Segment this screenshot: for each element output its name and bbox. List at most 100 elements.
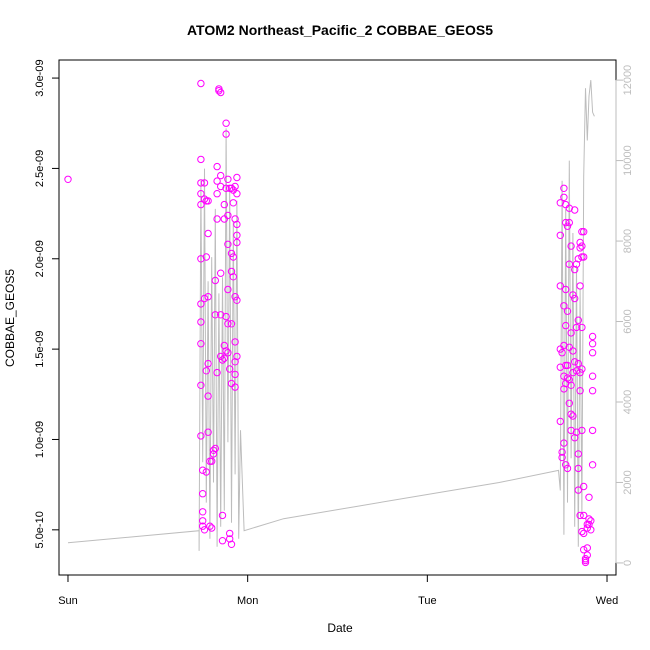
data-point xyxy=(231,293,239,301)
data-point xyxy=(572,428,581,436)
data-point xyxy=(220,341,229,350)
data-point xyxy=(209,450,218,458)
data-point xyxy=(558,349,566,357)
scatter-layer xyxy=(64,79,597,567)
data-point xyxy=(227,379,236,388)
data-point xyxy=(560,184,568,193)
data-point xyxy=(574,316,582,324)
data-point xyxy=(224,320,232,328)
data-point xyxy=(563,464,572,473)
data-point xyxy=(576,244,584,252)
data-point xyxy=(199,517,207,525)
data-point xyxy=(578,527,586,536)
data-point xyxy=(213,368,221,377)
y-tick-label: 1.0e-09 xyxy=(34,421,46,458)
data-point xyxy=(563,361,572,370)
data-point xyxy=(202,367,211,375)
data-point xyxy=(204,293,212,301)
data-point xyxy=(197,340,205,348)
x-tick-label: Mon xyxy=(237,595,258,607)
data-point xyxy=(217,352,225,361)
data-point xyxy=(562,321,570,330)
data-point xyxy=(588,461,597,469)
data-point xyxy=(578,242,586,250)
data-point xyxy=(204,229,212,238)
data-point xyxy=(588,349,597,357)
data-point xyxy=(581,558,590,567)
data-point xyxy=(556,363,564,371)
data-point xyxy=(217,182,225,191)
data-point xyxy=(233,220,241,229)
plot-frame xyxy=(58,59,617,576)
data-point xyxy=(199,490,207,498)
data-point xyxy=(231,358,239,366)
data-point xyxy=(197,155,205,164)
data-point xyxy=(560,341,568,350)
data-point xyxy=(211,276,220,285)
data-point xyxy=(206,522,214,530)
data-point xyxy=(562,461,570,469)
data-point xyxy=(226,365,234,373)
data-point xyxy=(574,359,582,368)
data-point xyxy=(222,312,230,321)
data-point xyxy=(197,318,205,326)
data-point xyxy=(200,294,209,303)
data-point xyxy=(233,238,241,247)
data-point xyxy=(583,544,591,552)
data-point xyxy=(585,515,593,523)
data-point xyxy=(226,535,234,543)
data-point xyxy=(580,546,588,554)
data-point xyxy=(200,179,209,187)
data-point xyxy=(233,173,241,182)
data-point xyxy=(574,464,582,473)
data-point xyxy=(224,349,232,357)
data-point xyxy=(569,412,577,420)
data-point xyxy=(215,87,223,95)
data-point xyxy=(224,285,232,294)
data-point xyxy=(211,311,220,319)
x-axis: Sun Mon Tue Wed xyxy=(58,574,618,607)
data-point xyxy=(209,446,218,454)
data-point xyxy=(558,448,566,456)
data-point xyxy=(229,253,238,261)
data-point xyxy=(572,367,581,375)
data-point xyxy=(222,184,230,193)
data-point xyxy=(197,255,205,263)
data-point xyxy=(222,347,230,355)
y-tick-label: 5.0e-10 xyxy=(34,511,46,548)
data-point xyxy=(574,255,582,263)
data-point xyxy=(563,307,572,315)
data-point xyxy=(581,556,590,565)
data-point xyxy=(197,381,205,389)
data-point xyxy=(588,426,597,435)
data-point xyxy=(197,179,205,187)
data-point xyxy=(64,175,72,184)
y-tick-label: 2.5e-09 xyxy=(34,150,46,187)
left-axis: 5.0e-10 1.0e-09 1.5e-09 2.0e-09 2.5e-09 3.0e-… xyxy=(34,59,60,548)
data-point xyxy=(567,329,575,337)
data-point xyxy=(585,493,593,501)
data-point xyxy=(587,526,595,534)
secondary-line xyxy=(67,80,595,551)
data-point xyxy=(588,372,597,380)
data-point xyxy=(227,249,236,258)
data-point xyxy=(580,228,588,236)
data-point xyxy=(197,432,205,440)
data-point xyxy=(227,184,236,193)
data-point xyxy=(560,372,568,380)
data-point xyxy=(567,410,575,418)
data-point xyxy=(588,340,597,348)
data-point xyxy=(224,240,232,249)
data-point xyxy=(217,269,225,277)
data-point xyxy=(218,356,227,364)
data-point xyxy=(231,338,239,346)
y2-tick-label: 0 xyxy=(622,560,634,566)
data-point xyxy=(202,253,211,261)
data-point xyxy=(562,218,570,227)
chart-title: ATOM2 Northeast_Pacific_2 COBBAE_GEOS5 xyxy=(187,22,493,38)
data-point xyxy=(229,199,238,207)
data-point xyxy=(556,282,564,290)
data-point xyxy=(560,439,568,447)
data-point xyxy=(576,282,584,290)
data-point xyxy=(229,273,238,281)
